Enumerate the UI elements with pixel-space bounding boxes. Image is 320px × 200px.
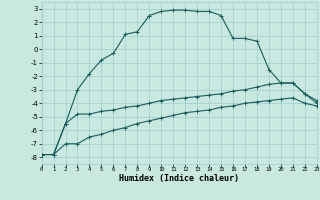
X-axis label: Humidex (Indice chaleur): Humidex (Indice chaleur) (119, 174, 239, 183)
